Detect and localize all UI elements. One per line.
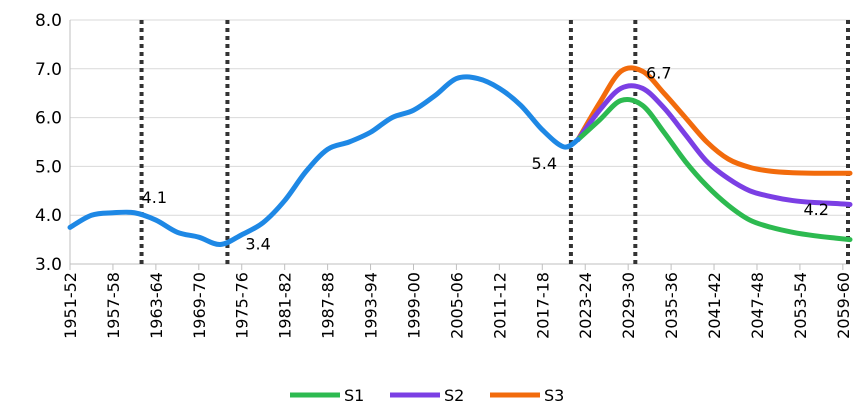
y-tick-label: 4.0 bbox=[35, 206, 62, 226]
legend-label: S2 bbox=[444, 386, 464, 405]
gridlines bbox=[70, 19, 850, 216]
x-tick-label: 2017-18 bbox=[533, 272, 552, 339]
series-lines bbox=[67, 65, 853, 247]
data-label: 4.1 bbox=[142, 188, 167, 207]
series-line-s1 bbox=[575, 97, 853, 243]
x-tick-label: 2011-12 bbox=[490, 272, 509, 339]
data-label: 6.7 bbox=[646, 64, 671, 83]
x-tick-label: 1969-70 bbox=[190, 272, 209, 339]
x-tick-label: 1981-82 bbox=[276, 272, 295, 339]
x-tick-label: 2005-06 bbox=[447, 272, 466, 339]
data-label: 4.2 bbox=[803, 200, 828, 219]
data-label: 5.4 bbox=[532, 154, 557, 173]
x-tick-label: 1987-88 bbox=[319, 272, 338, 339]
x-tick-label: 2023-24 bbox=[576, 272, 595, 339]
vertical-markers bbox=[139, 20, 850, 264]
x-tick-label: 1951-52 bbox=[61, 272, 80, 339]
series-line-s3 bbox=[575, 65, 853, 176]
x-tick-label: 2029-30 bbox=[619, 272, 638, 339]
data-label: 3.4 bbox=[245, 234, 270, 253]
x-tick-label: 1957-58 bbox=[104, 272, 123, 339]
x-tick-label: 2059-60 bbox=[834, 272, 853, 339]
series-line-s2 bbox=[575, 83, 853, 207]
x-tick-label: 2041-42 bbox=[705, 272, 724, 339]
y-tick-label: 3.0 bbox=[35, 255, 62, 275]
legend-label: S1 bbox=[344, 386, 364, 405]
x-tick-label: 1975-76 bbox=[233, 272, 252, 339]
x-tick-label: 1999-00 bbox=[404, 272, 423, 339]
legend-label: S3 bbox=[544, 386, 564, 405]
legend: S1 S2 S3 bbox=[290, 386, 564, 405]
y-tick-label: 7.0 bbox=[35, 60, 62, 80]
x-tick-label: 2053-54 bbox=[791, 272, 810, 339]
x-tick-label: 2035-36 bbox=[662, 272, 681, 339]
annotations: 4.1 3.4 5.4 6.7 4.2 bbox=[142, 64, 829, 254]
series-line-historical bbox=[67, 74, 581, 247]
x-tick-label: 2047-48 bbox=[748, 272, 767, 339]
x-tick-label: 1993-94 bbox=[362, 272, 381, 339]
y-tick-label: 6.0 bbox=[35, 109, 62, 129]
y-tick-label: 5.0 bbox=[35, 157, 62, 177]
x-tick-label: 1963-64 bbox=[147, 272, 166, 339]
axes: 3.0 4.0 5.0 6.0 7.0 8.0 1951-52 1957-58 1963-64 1… bbox=[35, 11, 853, 339]
y-tick-label: 8.0 bbox=[35, 11, 62, 31]
